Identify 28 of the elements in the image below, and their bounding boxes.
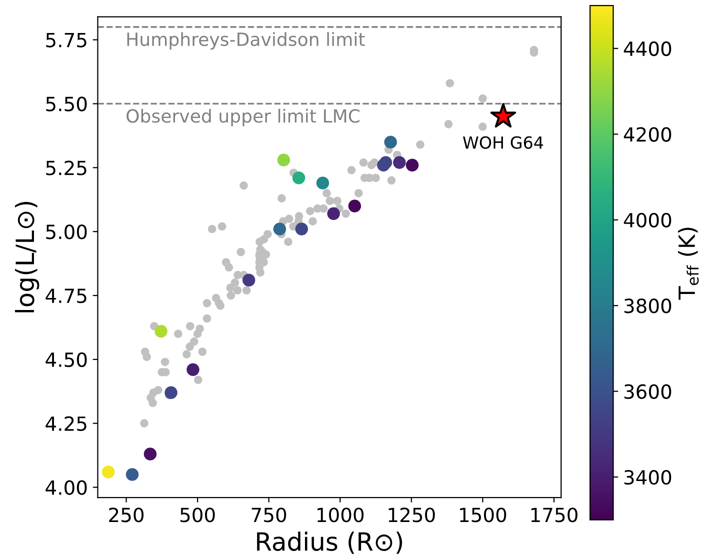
color-bar-label: 3800	[624, 298, 672, 314]
annotation: WOH G64	[462, 136, 544, 149]
color-bar-label: 4200	[624, 127, 672, 142]
x-tick-label: 500	[180, 508, 215, 522]
color-bar-label: 4400	[624, 41, 672, 56]
y-tick-label: 4.75	[46, 288, 86, 304]
y-axis-title: log(L/L⊙)	[14, 202, 40, 312]
x-tick-label: 750	[252, 508, 286, 522]
ref-line-label: Observed upper limit LMC	[126, 108, 360, 126]
y-tick-label: 5.00	[46, 224, 87, 240]
color-bar-title: T$_{eff}$ (K)	[678, 228, 699, 300]
x-axis-title: Radius (R⊙)	[257, 532, 402, 554]
y-tick-label: 4.00	[46, 480, 87, 495]
x-tick-label: 1250	[388, 508, 435, 522]
x-tick-label: 1750	[531, 508, 578, 522]
color-bar-label: 3600	[624, 384, 672, 399]
x-tick-label: 1000	[318, 508, 364, 522]
y-tick-label: 5.75	[46, 32, 86, 48]
color-bar-label: 3400	[624, 470, 672, 485]
y-tick-label: 4.25	[46, 416, 86, 432]
y-tick-label: 4.50	[46, 352, 87, 368]
x-tick-label: 250	[109, 508, 144, 522]
point	[490, 103, 516, 128]
ref-line-label: Humphreys-Davidson limit	[127, 32, 365, 50]
x-tick-label: 1500	[460, 508, 506, 522]
color-bar-label: 4000	[624, 212, 672, 228]
y-tick-label: 5.25	[46, 160, 86, 176]
y-tick-label: 5.50	[46, 96, 87, 112]
